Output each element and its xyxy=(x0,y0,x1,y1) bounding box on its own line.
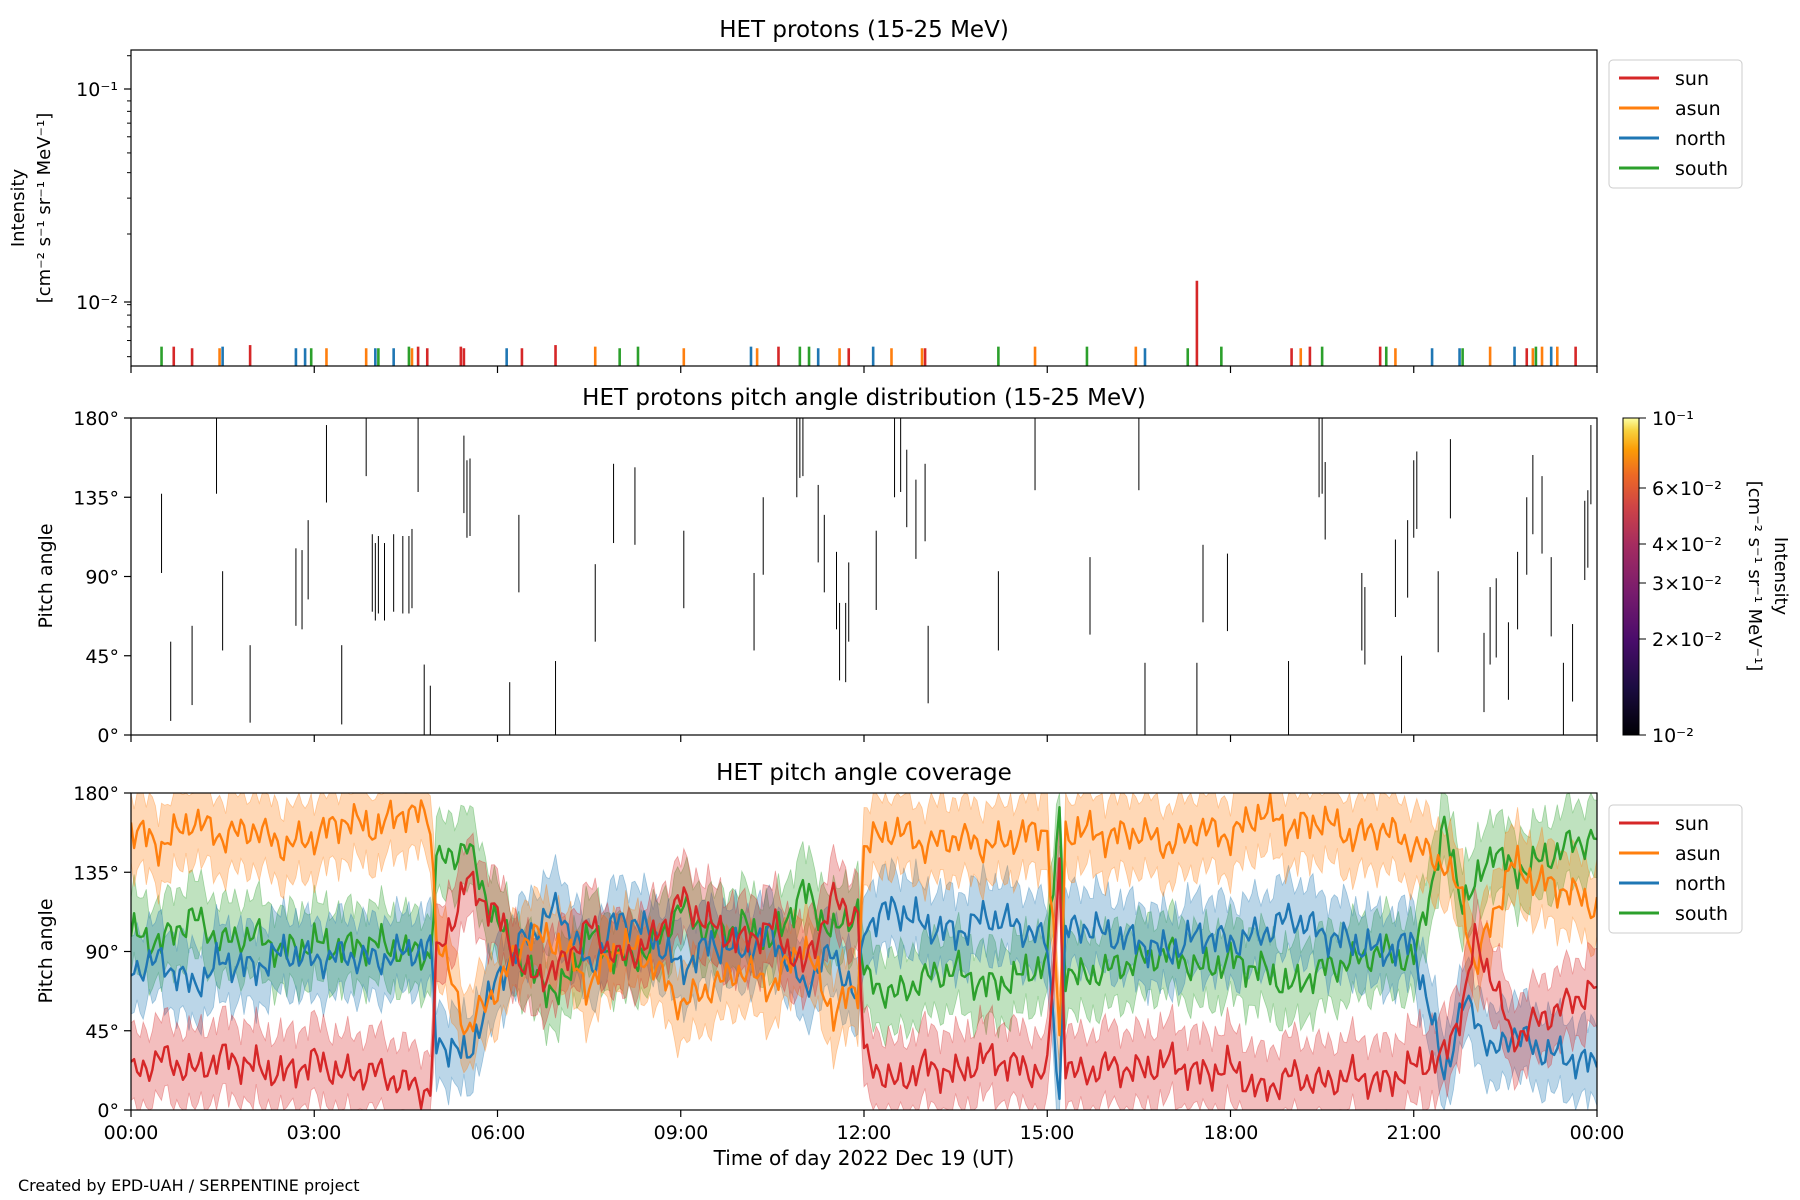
x-tick-labels: 00:00 03:00 06:00 09:00 12:00 15:00 18:0… xyxy=(104,1122,1625,1144)
intensity-panel: HET protons (15-25 MeV) Intensity [cm⁻² … xyxy=(8,17,1743,373)
intensity-series-marks xyxy=(160,280,1577,366)
legend-box xyxy=(1608,59,1743,189)
coverage-band-north xyxy=(131,854,1597,1110)
x-tick-label: 09:00 xyxy=(654,1122,709,1144)
pad-ytick-label: 180° xyxy=(73,408,119,430)
pad-panel-title: HET protons pitch angle distribution (15… xyxy=(582,385,1146,411)
coverage-y-ticks: 180° 135° 90° 45° 0° xyxy=(73,783,131,1122)
coverage-ytick-label: 90° xyxy=(85,942,119,964)
coverage-band-sun xyxy=(131,819,1597,1110)
intensity-panel-title: HET protons (15-25 MeV) xyxy=(719,17,1009,43)
x-tick-label: 06:00 xyxy=(471,1122,526,1144)
colorbar-label: Intensity [cm⁻² s⁻¹ sr⁻¹ MeV⁻¹] xyxy=(1744,481,1791,672)
x-tick-label: 21:00 xyxy=(1387,1122,1442,1144)
legend-label-north: north xyxy=(1675,128,1726,150)
intensity-legend: sun asun north south xyxy=(1608,59,1743,189)
intensity-ytick-label: 10⁻¹ xyxy=(76,79,118,101)
colorbar-tick-label: 6×10⁻² xyxy=(1652,478,1722,500)
colorbar-tick-label: 4×10⁻² xyxy=(1652,534,1722,556)
pad-panel: HET protons pitch angle distribution (15… xyxy=(35,385,1791,747)
colorbar-ticks: 10⁻¹ 6×10⁻² 4×10⁻² 3×10⁻² 2×10⁻² 10⁻² xyxy=(1639,408,1722,747)
intensity-ylabel: Intensity [cm⁻² s⁻¹ sr⁻¹ MeV⁻¹] xyxy=(8,113,55,304)
coverage-ytick-label: 0° xyxy=(97,1100,119,1122)
coverage-line-south xyxy=(131,806,1597,1009)
pad-ytick-label: 90° xyxy=(85,567,119,589)
intensity-minor-ticks xyxy=(127,55,131,358)
pad-ylabel: Pitch angle xyxy=(35,523,57,628)
legend-label-sun: sun xyxy=(1675,813,1709,835)
coverage-panel-title: HET pitch angle coverage xyxy=(716,760,1012,786)
x-tick-label: 12:00 xyxy=(837,1122,892,1144)
legend-label-sun: sun xyxy=(1675,68,1709,90)
colorbar-tick-label: 10⁻² xyxy=(1652,725,1694,747)
coverage-line-north xyxy=(131,891,1597,1101)
coverage-panel: HET pitch angle coverage Pitch angle 180… xyxy=(35,760,1743,1170)
coverage-legend: sun asun north south xyxy=(1608,804,1743,934)
x-tick-label: 00:00 xyxy=(1570,1122,1625,1144)
pad-plot-frame xyxy=(130,417,1598,736)
coverage-ylabel: Pitch angle xyxy=(35,898,57,1003)
coverage-bands xyxy=(131,793,1597,1110)
pad-y-ticks: 180° 135° 90° 45° 0° xyxy=(73,408,131,747)
coverage-line-sun xyxy=(131,857,1597,1110)
colorbar-label-line2: [cm⁻² s⁻¹ sr⁻¹ MeV⁻¹] xyxy=(1744,481,1765,672)
legend-label-asun: asun xyxy=(1675,98,1721,120)
x-tick-label: 18:00 xyxy=(1204,1122,1259,1144)
legend-box xyxy=(1608,804,1743,934)
legend-label-south: south xyxy=(1675,903,1728,925)
colorbar-tick-label: 10⁻¹ xyxy=(1652,408,1694,430)
coverage-x-ticks xyxy=(130,1110,1598,1117)
x-tick-label: 03:00 xyxy=(287,1122,342,1144)
colorbar-tick-label: 3×10⁻² xyxy=(1652,573,1722,595)
intensity-y-ticks: 10⁻¹ 10⁻² xyxy=(76,79,131,314)
coverage-ytick-label: 180° xyxy=(73,783,119,805)
pad-ytick-label: 0° xyxy=(97,725,119,747)
colorbar-gradient xyxy=(1622,417,1640,736)
pad-segments xyxy=(161,418,1597,735)
colorbar-tick-label: 2×10⁻² xyxy=(1652,629,1722,651)
pad-x-ticks xyxy=(130,735,1598,742)
legend-label-south: south xyxy=(1675,158,1728,180)
coverage-band-south xyxy=(131,793,1597,1047)
intensity-ylabel-line1: Intensity xyxy=(8,168,29,247)
pad-ytick-label: 45° xyxy=(85,646,119,668)
colorbar-label-line1: Intensity xyxy=(1770,537,1791,616)
pad-colorbar: 10⁻¹ 6×10⁻² 4×10⁻² 3×10⁻² 2×10⁻² 10⁻² In… xyxy=(1622,408,1791,747)
pad-ytick-label: 135° xyxy=(73,487,119,509)
intensity-x-ticks xyxy=(130,366,1598,373)
coverage-ytick-label: 45° xyxy=(85,1021,119,1043)
x-tick-label: 15:00 xyxy=(1020,1122,1075,1144)
coverage-plot-frame xyxy=(130,792,1598,1111)
intensity-ytick-label: 10⁻² xyxy=(76,292,118,314)
x-axis-label: Time of day 2022 Dec 19 (UT) xyxy=(713,1146,1015,1170)
intensity-plot-frame xyxy=(130,49,1598,367)
legend-label-north: north xyxy=(1675,873,1726,895)
credit-text: Created by EPD-UAH / SERPENTINE project xyxy=(18,1176,360,1195)
coverage-ytick-label: 135° xyxy=(73,862,119,884)
legend-label-asun: asun xyxy=(1675,843,1721,865)
intensity-ylabel-line2: [cm⁻² s⁻¹ sr⁻¹ MeV⁻¹] xyxy=(34,113,55,304)
coverage-line-asun xyxy=(131,793,1597,1037)
x-tick-label: 00:00 xyxy=(104,1122,159,1144)
coverage-lines xyxy=(131,793,1597,1110)
